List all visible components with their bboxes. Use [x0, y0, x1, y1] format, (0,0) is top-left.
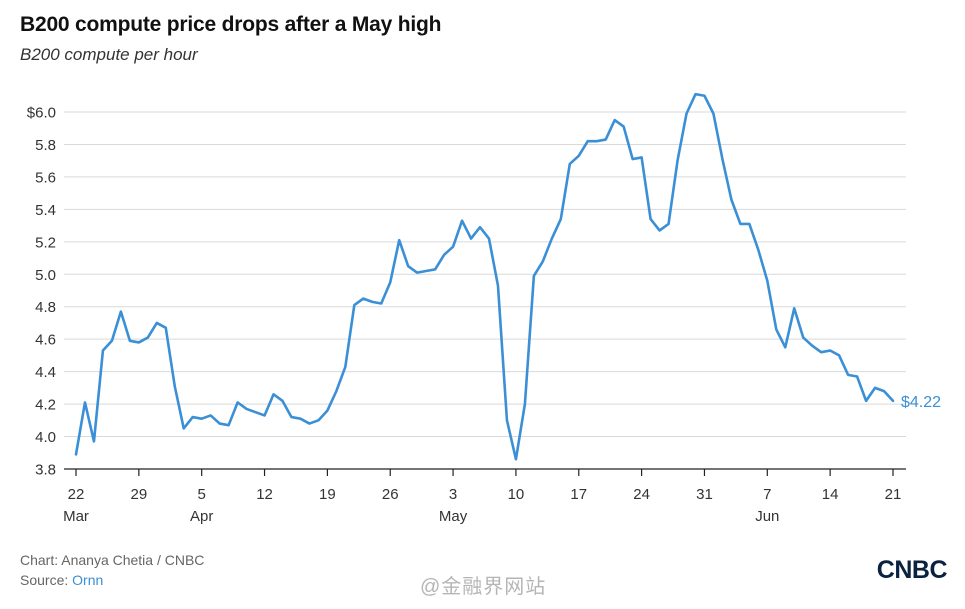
y-tick-label: 4.8	[35, 299, 56, 316]
source-link[interactable]: Ornn	[72, 572, 104, 588]
x-axis-ticks: 22 Mar 29 5 Apr 12 19 26 3 May 10 17 24 31 7 Jun 14 21	[63, 469, 901, 525]
x-tick-label: 7	[763, 486, 771, 503]
x-tick-label: 19	[319, 486, 336, 503]
y-tick-label: 5.6	[35, 169, 56, 186]
x-tick-label: 29	[131, 486, 148, 503]
y-tick-label: 4.2	[35, 397, 56, 414]
chart-source: Source: Ornn	[20, 572, 103, 588]
x-month-label: May	[439, 508, 468, 525]
y-tick-label: 4.4	[35, 364, 56, 381]
series-line	[74, 92, 895, 461]
source-label: Source:	[20, 572, 69, 588]
x-tick-label: 22	[68, 486, 85, 503]
x-tick-label: 10	[508, 486, 525, 503]
x-tick-label: 12	[256, 486, 273, 503]
x-tick-label: 17	[570, 486, 587, 503]
chart-subtitle: B200 compute per hour	[20, 45, 198, 64]
y-tick-label: 5.8	[35, 137, 56, 154]
cnbc-logo: CNBC	[876, 556, 948, 584]
x-tick-label: 14	[822, 486, 839, 503]
x-tick-label: 26	[382, 486, 399, 503]
x-month-label: Jun	[755, 508, 779, 525]
watermark-text: @金融界网站	[420, 576, 547, 598]
x-month-label: Mar	[63, 508, 89, 525]
y-tick-label: 5.4	[35, 202, 56, 219]
y-tick-label: 4.0	[35, 429, 56, 446]
y-tick-label: 3.8	[35, 462, 56, 479]
x-tick-label: 21	[885, 486, 902, 503]
y-tick-label: $6.0	[27, 105, 56, 122]
y-tick-label: 4.6	[35, 332, 56, 349]
x-tick-label: 24	[633, 486, 650, 503]
line-chart: 3.8 4.0 4.2 4.4 4.6 4.8 5.0 5.2 5.4 5.6 5.8 $6.0 22…	[27, 92, 941, 525]
end-value-label: $4.22	[901, 394, 941, 411]
y-axis-ticks: 3.8 4.0 4.2 4.4 4.6 4.8 5.0 5.2 5.4 5.6 5.8 $6.0	[27, 105, 56, 479]
chart-credit: Chart: Ananya Chetia / CNBC	[20, 552, 205, 568]
y-tick-label: 5.2	[35, 234, 56, 251]
x-tick-label: 3	[449, 486, 457, 503]
x-tick-label: 5	[198, 486, 206, 503]
x-month-label: Apr	[190, 508, 213, 525]
gridlines	[64, 111, 906, 470]
x-tick-label: 31	[696, 486, 713, 503]
y-tick-label: 5.0	[35, 267, 56, 284]
chart-title: B200 compute price drops after a May hig…	[20, 13, 442, 36]
